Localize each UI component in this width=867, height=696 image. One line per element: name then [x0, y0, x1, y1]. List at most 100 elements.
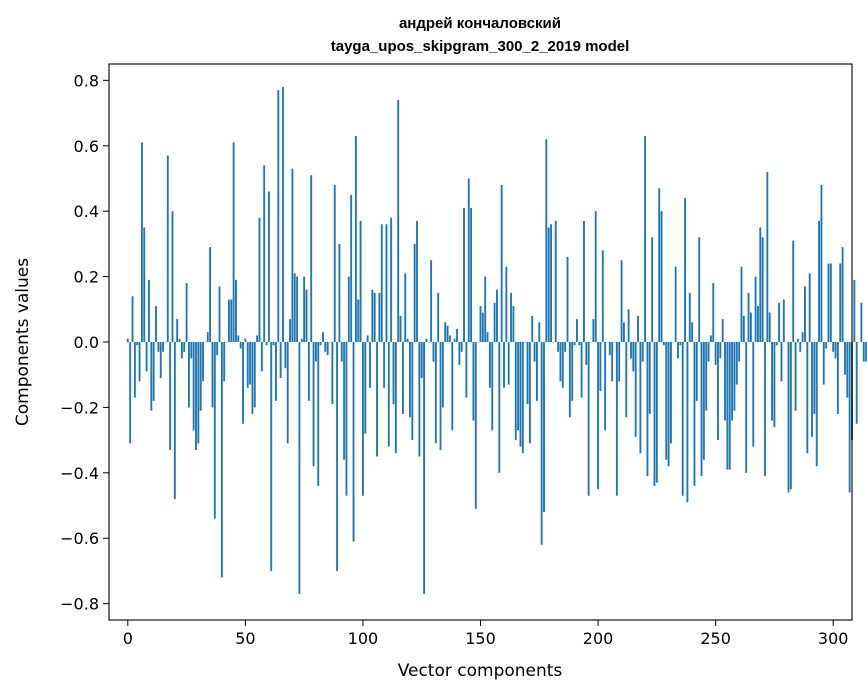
bar: [620, 260, 623, 342]
bar: [740, 266, 743, 342]
bar: [296, 276, 299, 342]
x-tick-label: 50: [235, 629, 255, 648]
bar: [418, 342, 421, 457]
y-tick-label: 0.2: [74, 268, 99, 287]
bar: [507, 342, 510, 385]
bar: [474, 342, 477, 509]
bar: [724, 342, 726, 421]
bar: [655, 342, 658, 483]
x-axis: 0 50 100 150 200 250 300: [123, 620, 848, 648]
bar: [293, 273, 296, 342]
bar: [825, 342, 828, 349]
x-tick-label: 200: [583, 629, 614, 648]
bar: [557, 342, 560, 352]
bar: [662, 342, 665, 346]
bar: [726, 342, 729, 470]
bar: [630, 342, 632, 359]
bar: [126, 338, 129, 342]
bar: [545, 139, 548, 342]
bar: [801, 332, 804, 342]
bar: [514, 342, 517, 441]
bar: [578, 342, 581, 346]
bar: [818, 220, 821, 342]
bar: [566, 256, 569, 342]
bar: [862, 342, 865, 362]
bar: [766, 171, 769, 342]
bar: [446, 325, 449, 342]
bar: [639, 342, 642, 454]
bar: [637, 315, 639, 342]
y-axis: −0.8 −0.6 −0.4 −0.2 0.0 0.2 0.4 0.6 0.8: [60, 71, 109, 614]
bar: [773, 342, 776, 428]
bar: [324, 342, 327, 352]
bar: [227, 299, 230, 342]
chart-title: андрей кончаловский: [399, 15, 561, 32]
bar: [531, 315, 534, 342]
bar: [303, 276, 306, 342]
bar: [695, 342, 698, 401]
bar: [860, 302, 863, 342]
bar: [627, 309, 630, 342]
bar: [185, 283, 188, 342]
bar: [752, 342, 755, 447]
bar: [242, 342, 244, 424]
y-tick-label: −0.4: [60, 464, 99, 483]
bar: [425, 338, 428, 342]
bar: [448, 335, 451, 342]
bar: [350, 194, 353, 342]
bar: [333, 185, 336, 342]
bar: [510, 292, 513, 342]
x-tick-label: 0: [123, 629, 133, 648]
bar: [573, 342, 576, 346]
bar: [460, 342, 463, 352]
bar: [503, 342, 505, 388]
bar: [820, 185, 823, 342]
bar: [366, 335, 369, 342]
bar: [131, 296, 134, 342]
bar: [846, 342, 849, 398]
bar: [317, 342, 320, 486]
bar: [465, 342, 468, 398]
bar: [827, 263, 830, 342]
bar: [735, 342, 738, 385]
bar: [583, 220, 585, 342]
bar: [479, 306, 482, 342]
bar: [594, 211, 597, 342]
bar: [601, 250, 604, 342]
bar: [707, 342, 710, 362]
bar: [279, 342, 282, 378]
bar: [714, 342, 717, 365]
bar: [133, 342, 136, 398]
bar: [463, 207, 465, 342]
bar: [199, 342, 202, 411]
bar: [432, 342, 435, 362]
bar: [691, 322, 694, 342]
y-axis-title: Components values: [13, 258, 33, 426]
bar: [209, 247, 212, 342]
bar: [641, 342, 644, 362]
bar: [260, 342, 263, 372]
bar: [592, 319, 595, 342]
bar: [291, 168, 294, 342]
bar: [195, 342, 197, 450]
bar: [397, 99, 400, 342]
bar: [540, 342, 543, 545]
bar: [799, 342, 802, 352]
bar: [780, 342, 783, 382]
bar: [733, 342, 736, 411]
bar: [416, 220, 418, 342]
bar: [223, 342, 226, 382]
bar: [865, 342, 867, 362]
bar: [709, 335, 712, 342]
bar: [677, 342, 679, 359]
bar: [667, 342, 670, 467]
bar: [399, 315, 402, 342]
bar: [754, 276, 757, 342]
bar: [373, 292, 376, 342]
bar: [202, 342, 204, 382]
bar: [571, 342, 574, 401]
bar: [615, 342, 618, 496]
bar: [775, 342, 778, 346]
bar: [232, 142, 235, 342]
bar: [338, 243, 341, 342]
